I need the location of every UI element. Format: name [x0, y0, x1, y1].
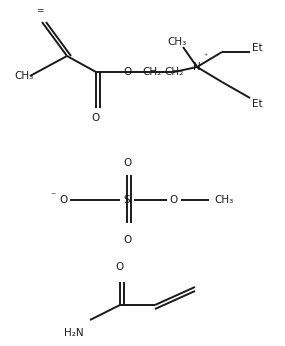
Text: Et: Et — [252, 43, 262, 53]
Text: H₂N: H₂N — [64, 328, 84, 338]
Text: O: O — [123, 67, 131, 77]
Text: O: O — [123, 235, 131, 245]
Text: N: N — [193, 62, 201, 72]
Text: CH₂: CH₂ — [164, 67, 184, 77]
Text: ⁺: ⁺ — [203, 53, 207, 62]
Text: CH₃: CH₃ — [14, 71, 34, 81]
Text: ⁻: ⁻ — [50, 191, 56, 201]
Text: CH₃: CH₃ — [214, 195, 234, 205]
Text: S: S — [124, 195, 130, 205]
Text: CH₃: CH₃ — [167, 37, 187, 47]
Text: O: O — [59, 195, 67, 205]
Text: O: O — [116, 262, 124, 272]
Text: O: O — [170, 195, 178, 205]
Text: Et: Et — [252, 99, 262, 109]
Text: =: = — [36, 7, 44, 16]
Text: O: O — [123, 158, 131, 168]
Text: O: O — [92, 113, 100, 123]
Text: CH₂: CH₂ — [142, 67, 162, 77]
